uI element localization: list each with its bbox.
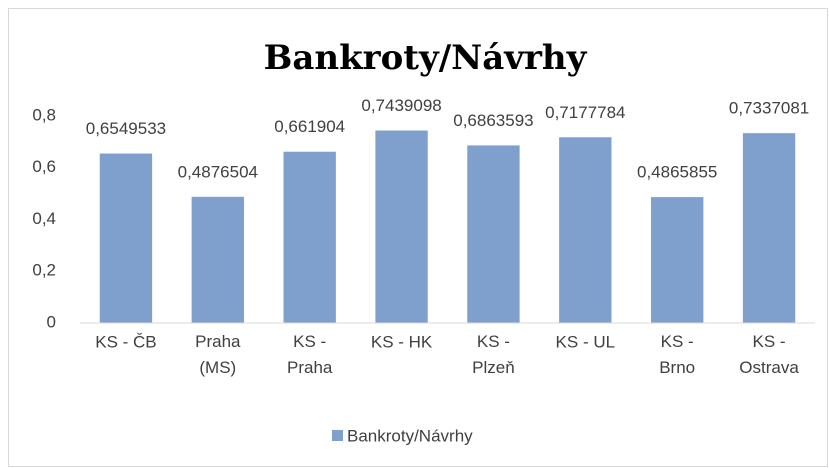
data-label: 0,7177784 — [545, 103, 625, 122]
y-tick-label: 0 — [47, 312, 56, 331]
x-tick-label: KS -Plzeň — [472, 332, 515, 377]
bar — [99, 153, 153, 323]
x-tick-label: Praha (MS) — [195, 332, 241, 377]
data-label: 0,6863593 — [453, 111, 533, 130]
x-tick-label: KS - UL — [556, 332, 616, 351]
bar — [559, 137, 612, 323]
x-tick-label: KS - ČB — [95, 332, 156, 351]
bar — [283, 151, 336, 323]
bar — [375, 130, 428, 323]
legend-swatch — [332, 430, 343, 441]
x-tick-label: KS - HK — [371, 332, 433, 351]
bar — [742, 133, 796, 323]
data-label: 0,7337081 — [729, 99, 809, 118]
y-tick-label: 0,6 — [32, 157, 56, 176]
bar — [191, 196, 244, 323]
y-tick-label: 0,8 — [32, 105, 56, 124]
y-tick-label: 0,4 — [32, 209, 56, 228]
bar — [651, 197, 704, 323]
data-label: 0,4865855 — [637, 163, 717, 182]
x-tick-label: KS -Brno — [659, 332, 695, 377]
legend-label: Bankroty/Návrhy — [347, 426, 473, 445]
chart-title: Bankroty/Návrhy — [264, 38, 588, 78]
data-label: 0,4876504 — [178, 162, 258, 181]
x-tick-label: KS -Praha — [287, 332, 333, 377]
y-tick-label: 0,2 — [32, 261, 56, 280]
data-label: 0,6549533 — [86, 119, 166, 138]
bar — [467, 145, 520, 323]
x-tick-label: KS -Ostrava — [739, 332, 799, 377]
data-label: 0,661904 — [274, 117, 345, 136]
data-label: 0,7439098 — [361, 96, 441, 115]
